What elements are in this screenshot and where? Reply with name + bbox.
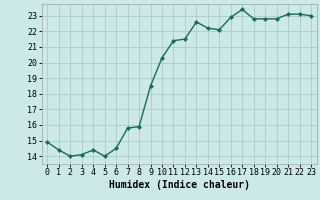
- X-axis label: Humidex (Indice chaleur): Humidex (Indice chaleur): [109, 180, 250, 190]
